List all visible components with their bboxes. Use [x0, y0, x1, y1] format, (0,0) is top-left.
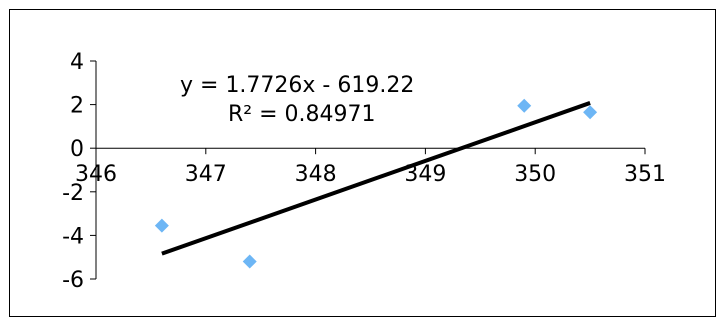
data-points	[154, 98, 598, 269]
x-tick-label: 346	[75, 162, 117, 187]
x-tick-label: 347	[185, 162, 227, 187]
trendline-equation: y = 1.7726x - 619.22	[180, 73, 414, 98]
axes	[90, 60, 646, 280]
trendline-group	[161, 101, 591, 256]
x-tick-label: 348	[295, 162, 337, 187]
r-squared-label: R² = 0.84971	[228, 102, 376, 127]
data-point	[517, 98, 532, 113]
data-point	[583, 105, 598, 120]
x-tick-label: 351	[624, 162, 666, 187]
chart-frame: 4 2 0 -2 -4 -6 346 347 348 349 350 351 y = 1.7726x …	[9, 9, 716, 317]
y-tick-label: 4	[70, 50, 84, 75]
trendline	[161, 101, 591, 256]
y-tick-label: -4	[62, 224, 84, 249]
y-tick-label: -6	[62, 268, 84, 293]
x-tick-label: 350	[514, 162, 556, 187]
y-tick-label: 2	[70, 94, 84, 119]
data-point	[242, 254, 257, 269]
y-tick-label: -2	[62, 181, 84, 206]
y-tick-label: 0	[70, 137, 84, 162]
data-point	[154, 218, 169, 233]
